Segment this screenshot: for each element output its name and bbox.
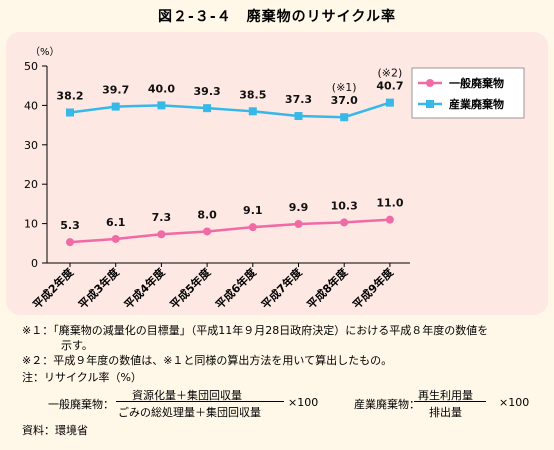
data-point — [111, 102, 120, 111]
x-tick-label: 平成2年度 — [30, 265, 77, 312]
x-tick-label: 平成3年度 — [75, 265, 122, 312]
legend-label: 一般廃棄物 — [449, 76, 504, 90]
note-2: ※２：平成９年度の数値は、※１と同様の算出方法を用いて算出したもの。 — [22, 354, 393, 367]
data-point — [157, 101, 166, 110]
data-point — [385, 215, 394, 224]
data-label: 39.7 — [102, 84, 129, 97]
data-label: 9.9 — [289, 201, 309, 214]
data-point — [157, 230, 166, 239]
formula-industrial-fraction-line — [414, 401, 486, 402]
data-point — [340, 113, 349, 122]
data-point — [203, 104, 212, 113]
data-label: 11.0 — [376, 197, 403, 210]
data-point — [294, 219, 303, 228]
data-label: 5.3 — [60, 219, 80, 232]
x-tick-label: 平成6年度 — [212, 265, 259, 312]
data-point — [66, 108, 74, 117]
annotation: (※2) — [377, 67, 402, 80]
formula-general-numerator: 資源化量＋集団回収量 — [132, 389, 242, 402]
data-point — [66, 238, 74, 247]
data-label: 39.3 — [194, 85, 221, 98]
data-label: 38.5 — [239, 88, 266, 101]
formula-industrial-numerator: 再生利用量 — [418, 389, 473, 402]
data-label: 37.0 — [331, 94, 358, 107]
data-point — [294, 112, 303, 121]
legend-marker — [426, 79, 434, 87]
data-label: 10.3 — [331, 199, 358, 212]
x-tick-label: 平成8年度 — [304, 265, 351, 312]
formula-general-fraction-line — [116, 401, 284, 402]
series-line — [69, 101, 391, 119]
data-label: 6.1 — [106, 216, 126, 229]
data-point — [340, 218, 349, 227]
x-tick-label: 平成4年度 — [121, 265, 168, 312]
data-label: 9.1 — [243, 204, 263, 217]
data-label: 37.3 — [285, 93, 312, 106]
note-1-line-1: ※１：「廃棄物の減量化の目標量」（平成11年９月28日政府決定）における平成８年… — [22, 324, 489, 337]
formula-industrial-label: 産業廃棄物： — [354, 398, 420, 411]
series-1: 5.3 6.1 7.3 8.0 9.1 9.9 10.3 11.0 — [60, 197, 404, 247]
recycling-rate-chart: 01020304050（%）平成2年度 平成3年度 平成4年度 平成5年度 平成6年度平… — [24, 46, 525, 312]
legend-marker — [426, 100, 434, 108]
y-tick-label: 20 — [24, 178, 38, 191]
y-tick-label: 10 — [24, 218, 38, 231]
x-tick-label: 平成7年度 — [258, 265, 305, 312]
data-label: 8.0 — [197, 208, 217, 221]
data-point — [385, 98, 394, 107]
data-point — [111, 234, 120, 243]
formula-general-label: 一般廃棄物： — [48, 398, 114, 411]
data-point — [248, 223, 257, 232]
annotation: (※1) — [332, 81, 357, 94]
note-1-line-2: 示す。 — [61, 339, 93, 352]
formula-industrial-denominator: 排出量 — [429, 406, 462, 419]
y-tick-label: 0 — [31, 257, 38, 270]
series-group: 5.3 6.1 7.3 8.0 9.1 9.9 10.3 11.0 38.2 39.7 40.0 39… — [56, 80, 404, 247]
legend-label: 産業廃棄物 — [449, 97, 504, 111]
series-line — [69, 218, 390, 244]
data-label: 38.2 — [56, 89, 83, 102]
data-point — [248, 107, 257, 116]
data-label: 7.3 — [152, 211, 172, 224]
series-2: 38.2 39.7 40.0 39.3 38.5 37.3 37.0 40.7 — [56, 80, 403, 122]
data-label: 40.7 — [376, 80, 403, 93]
y-tick-label: 50 — [24, 60, 38, 73]
y-tick-label: 40 — [24, 99, 38, 112]
source: 資料：環境省 — [22, 424, 88, 437]
formula-industrial-multiplier: ×100 — [499, 396, 530, 409]
formula-general-denominator: ごみの総処理量＋集団回収量 — [118, 406, 261, 419]
formula-general-multiplier: ×100 — [288, 396, 319, 409]
x-tick-label: 平成5年度 — [167, 265, 214, 312]
note-recycling-rate: 注：リサイクル率（%） — [22, 371, 142, 384]
legend-box — [411, 67, 525, 119]
data-label: 40.0 — [148, 82, 175, 95]
data-point — [203, 227, 212, 236]
y-axis-unit-label: （%） — [30, 46, 60, 58]
x-tick-label: 平成9年度 — [350, 265, 397, 312]
figure-title: 図２-３-４ 廃棄物のリサイクル率 — [158, 9, 396, 25]
y-tick-label: 30 — [24, 139, 38, 152]
